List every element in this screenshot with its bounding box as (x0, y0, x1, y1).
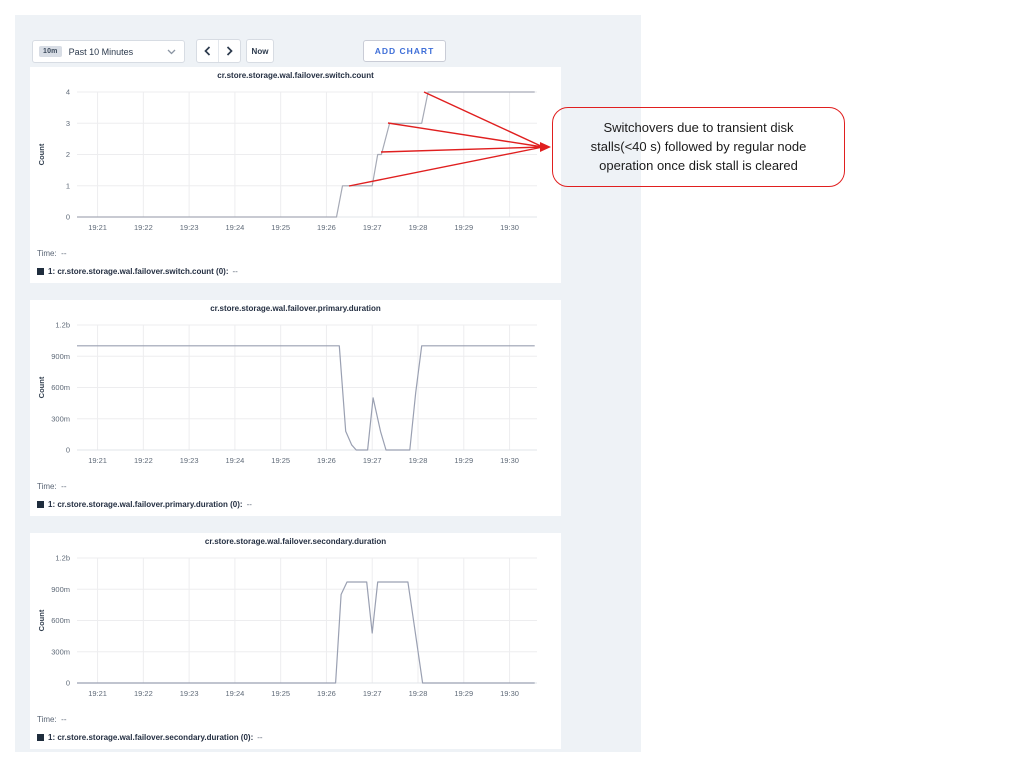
x-tick-label: 19:28 (409, 223, 428, 232)
time-range-label: Past 10 Minutes (68, 46, 134, 57)
y-axis-label: Count (37, 376, 46, 398)
x-tick-label: 19:23 (180, 223, 199, 232)
x-tick-label: 19:26 (317, 456, 336, 465)
y-tick-label: 2 (66, 150, 70, 159)
x-tick-label: 19:23 (180, 456, 199, 465)
x-tick-label: 19:21 (88, 689, 107, 698)
time-range-dropdown[interactable]: 10m Past 10 Minutes (32, 40, 185, 63)
chevron-right-icon (226, 46, 233, 56)
x-tick-label: 19:22 (134, 689, 153, 698)
y-tick-label: 0 (66, 446, 70, 455)
x-tick-label: 19:30 (500, 456, 519, 465)
prev-range-button[interactable] (197, 40, 219, 62)
legend-row: 1: cr.store.storage.wal.failover.seconda… (37, 733, 263, 742)
x-tick-label: 19:29 (454, 689, 473, 698)
x-tick-label: 19:27 (363, 689, 382, 698)
x-tick-label: 19:24 (226, 689, 245, 698)
y-tick-label: 300m (51, 414, 70, 423)
series-line (77, 581, 535, 684)
x-tick-label: 19:26 (317, 223, 336, 232)
now-button[interactable]: Now (246, 39, 274, 63)
time-readout: Time: -- (37, 249, 67, 258)
y-tick-label: 1.2b (55, 554, 70, 563)
x-tick-label: 19:27 (363, 456, 382, 465)
chart-title: cr.store.storage.wal.failover.primary.du… (210, 304, 381, 313)
annotation-callout: Switchovers due to transient disk stalls… (552, 107, 845, 187)
chart-title: cr.store.storage.wal.failover.secondary.… (204, 537, 387, 546)
x-tick-label: 19:23 (180, 689, 199, 698)
annotation-line: Switchovers due to transient disk (603, 120, 794, 135)
y-tick-label: 300m (51, 647, 70, 656)
time-readout: Time: -- (37, 715, 67, 724)
x-tick-label: 19:22 (134, 456, 153, 465)
x-tick-label: 19:25 (271, 456, 290, 465)
x-tick-label: 19:24 (226, 456, 245, 465)
annotation-line: operation once disk stall is cleared (599, 158, 798, 173)
legend-swatch (37, 268, 44, 275)
y-tick-label: 900m (51, 585, 70, 594)
legend-swatch (37, 501, 44, 508)
chart-plot[interactable]: 19:21 19:22 19:23 19:24 19:25 19:26 19:27 19:28… (30, 67, 561, 283)
x-tick-label: 19:29 (454, 456, 473, 465)
y-tick-label: 4 (66, 88, 70, 97)
series-line (77, 345, 535, 451)
y-tick-label: 0 (66, 679, 70, 688)
x-tick-label: 19:22 (134, 223, 153, 232)
x-tick-label: 19:25 (271, 689, 290, 698)
legend-row: 1: cr.store.storage.wal.failover.switch.… (37, 267, 238, 276)
time-range-badge: 10m (39, 46, 62, 57)
chart-card-primary-duration: cr.store.storage.wal.failover.primary.du… (30, 300, 561, 516)
y-tick-label: 600m (51, 383, 70, 392)
x-tick-label: 19:30 (500, 223, 519, 232)
x-tick-label: 19:28 (409, 689, 428, 698)
y-axis-label: Count (37, 609, 46, 631)
legend-row: 1: cr.store.storage.wal.failover.primary… (37, 500, 252, 509)
x-tick-label: 19:29 (454, 223, 473, 232)
chart-plot[interactable]: 19:21 19:22 19:23 19:24 19:25 19:26 19:27 19:28… (30, 533, 561, 749)
chart-plot[interactable]: 19:21 19:22 19:23 19:24 19:25 19:26 19:27 19:28… (30, 300, 561, 516)
add-chart-button[interactable]: ADD CHART (363, 40, 446, 62)
y-tick-label: 600m (51, 616, 70, 625)
annotation-line: stalls(<40 s) followed by regular node (590, 139, 807, 154)
y-tick-label: 900m (51, 352, 70, 361)
chart-title: cr.store.storage.wal.failover.switch.cou… (217, 71, 374, 80)
x-tick-label: 19:24 (226, 223, 245, 232)
x-tick-label: 19:25 (271, 223, 290, 232)
x-tick-label: 19:21 (88, 223, 107, 232)
y-tick-label: 1 (66, 181, 70, 190)
x-tick-label: 19:21 (88, 456, 107, 465)
y-tick-label: 1.2b (55, 321, 70, 330)
time-step-button-group (196, 39, 241, 63)
chevron-left-icon (204, 46, 211, 56)
x-tick-label: 19:26 (317, 689, 336, 698)
legend-swatch (37, 734, 44, 741)
x-tick-label: 19:30 (500, 689, 519, 698)
next-range-button[interactable] (219, 40, 240, 62)
y-tick-label: 0 (66, 213, 70, 222)
y-tick-label: 3 (66, 119, 70, 128)
x-tick-label: 19:28 (409, 456, 428, 465)
chart-card-secondary-duration: cr.store.storage.wal.failover.secondary.… (30, 533, 561, 749)
chevron-down-icon (167, 49, 176, 54)
y-axis-label: Count (37, 143, 46, 165)
chart-card-switch-count: cr.store.storage.wal.failover.switch.cou… (30, 67, 561, 283)
time-readout: Time: -- (37, 482, 67, 491)
x-tick-label: 19:27 (363, 223, 382, 232)
